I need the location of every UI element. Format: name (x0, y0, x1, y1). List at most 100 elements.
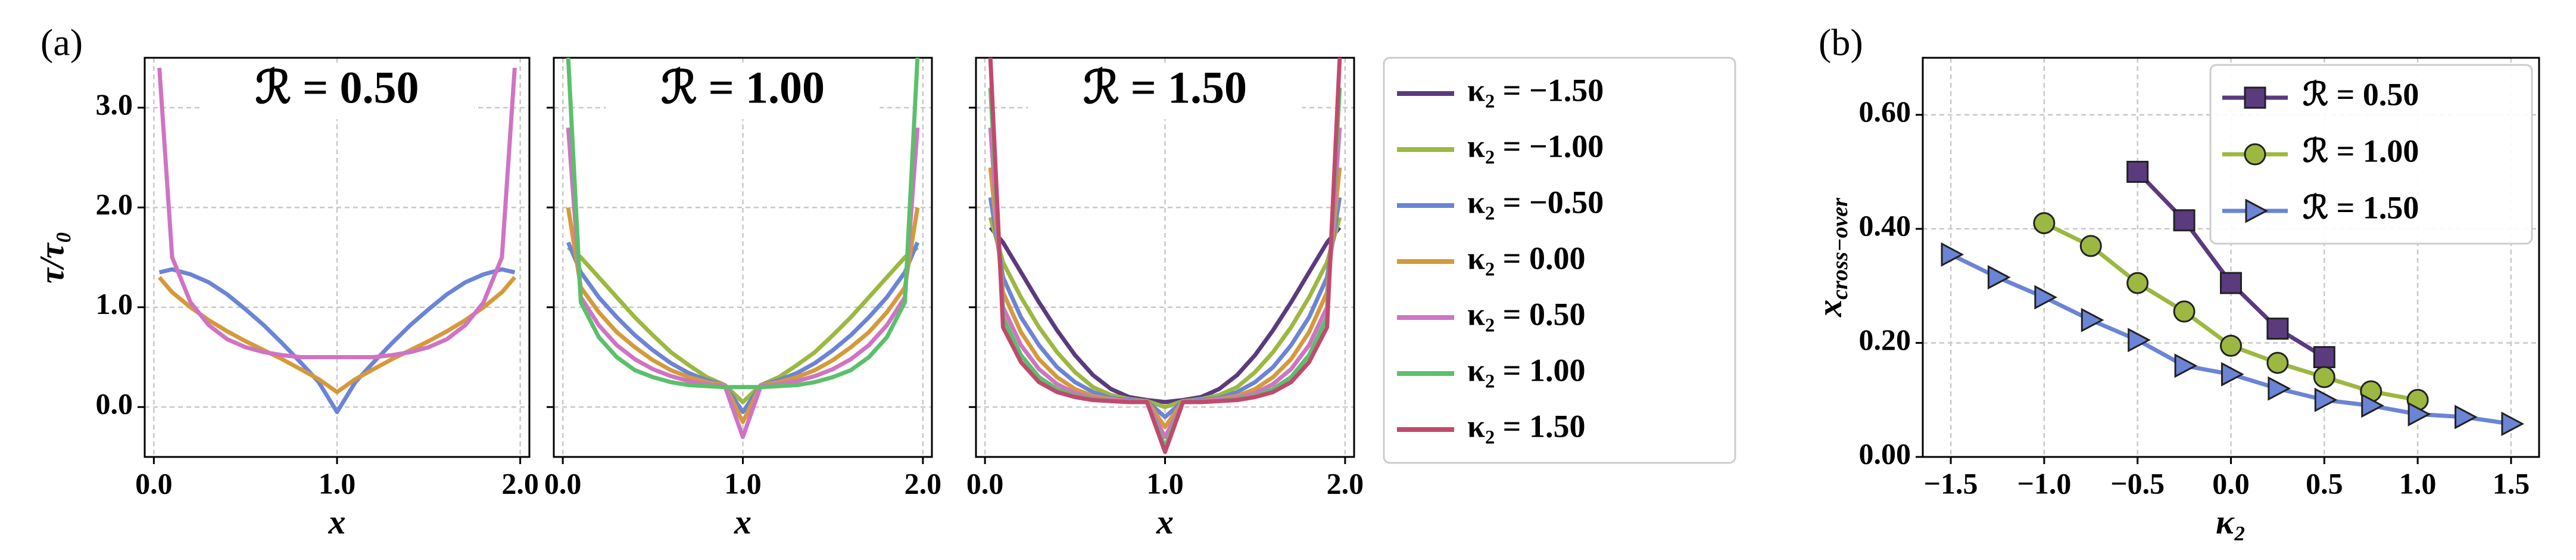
marker-square (2313, 346, 2335, 368)
y-axis-label: τ/τ₀ (32, 231, 71, 284)
marker-circle (2220, 334, 2242, 357)
x-tick-label: 1.0 (1146, 466, 1184, 500)
marker-circle (2126, 272, 2149, 294)
series-line (157, 67, 517, 359)
legend-label: κ₂ = −1.50 (1467, 72, 1604, 108)
marker-circle (2173, 300, 2195, 323)
marker-triangle (2455, 405, 2478, 430)
marker-triangle (2361, 393, 2384, 418)
x-tick-label: −1.0 (2017, 466, 2071, 500)
x-tick-label: 1.0 (319, 466, 356, 500)
x-tick-label: 1.0 (2399, 466, 2437, 500)
panel-label: (a) (40, 21, 83, 64)
marker-square (2220, 272, 2242, 294)
marker-circle (2266, 351, 2289, 374)
y-tick-label: 0.40 (1859, 209, 1911, 242)
panel: 0.00 0.20 0.40 0.60 −1.5 −1.0 −0.5 0.0 0.5 1.0 1.5… (1810, 21, 2540, 541)
legend-marker (2245, 198, 2269, 223)
plot-frame (975, 57, 1355, 458)
x-tick-label: 0.0 (2212, 466, 2250, 500)
panel: 0.0 1.0 2.0 ℛ = 1.50 x κ₂ = −1.50 κ₂ = −1.00 κ₂… (966, 57, 1736, 541)
legend-box (1383, 57, 1736, 464)
y-tick-label: 2.0 (96, 188, 133, 221)
panel: 0.0 1.0 2.0 3.0 0.0 1.0 2.0 ℛ = 0.50 x τ/τ₀ (a) (32, 21, 539, 542)
x-axis-label: x (734, 502, 751, 541)
legend-label: κ₂ = 0.50 (1467, 296, 1585, 332)
legend-marker (2244, 86, 2266, 109)
marker-square (2266, 318, 2289, 340)
marker-triangle (2081, 307, 2104, 332)
x-tick-label: 0.5 (2306, 466, 2343, 500)
y-tick-label: 0.20 (1859, 323, 1911, 356)
plot-frame (144, 57, 531, 458)
x-tick-label: −0.5 (2110, 466, 2165, 500)
marker-triangle (2128, 328, 2151, 353)
series-line (988, 167, 1342, 430)
marker-square (2126, 160, 2149, 183)
series-line (566, 58, 920, 390)
x-axis-label: x (1156, 502, 1174, 541)
marker-triangle (1941, 242, 1964, 267)
series-line (566, 241, 920, 415)
title-backdrop (1028, 66, 1302, 119)
series-line (566, 207, 920, 424)
x-tick-label: 1.0 (724, 466, 762, 500)
y-tick-label: 0.00 (1859, 437, 1911, 470)
y-tick-label: 0.0 (96, 387, 133, 421)
y-tick-label: 3.0 (96, 88, 133, 121)
series-line (158, 267, 516, 415)
series-line (157, 276, 517, 394)
legend-label: ℛ = 1.00 (2303, 133, 2419, 169)
marker-circle (2033, 212, 2056, 235)
y-tick-label: 0.60 (1859, 95, 1911, 128)
legend-label: κ₂ = 1.00 (1467, 352, 1585, 388)
y-axis-label-sub: cross−over (1827, 197, 1853, 300)
series-line (567, 245, 919, 405)
marker-square (2173, 209, 2195, 232)
legend-label: κ₂ = 1.50 (1467, 408, 1585, 444)
panel-title: ℛ = 0.50 (255, 63, 419, 113)
x-tick-label: 0.0 (135, 466, 173, 500)
legend-marker (2244, 143, 2266, 166)
title-backdrop (200, 66, 474, 119)
marker-triangle (1987, 265, 2011, 290)
plot-frame (1922, 57, 2540, 458)
legend-label: ℛ = 1.50 (2303, 189, 2419, 225)
legend-label: κ₂ = −0.50 (1467, 184, 1604, 220)
marker-circle (2313, 366, 2335, 388)
legend-label: ℛ = 0.50 (2303, 76, 2419, 112)
series-line (988, 217, 1342, 409)
marker-triangle (2501, 411, 2525, 436)
panel: 0.0 1.0 2.0 ℛ = 1.00 x (544, 57, 942, 541)
x-tick-label: 0.0 (544, 466, 582, 500)
x-tick-label: 2.0 (1327, 466, 1364, 500)
series-line (988, 197, 1342, 419)
panel-title: ℛ = 1.00 (661, 63, 825, 113)
legend-label: κ₂ = −1.00 (1467, 128, 1604, 164)
marker-triangle (2221, 362, 2244, 387)
panel-label: (b) (1819, 21, 1863, 64)
y-axis-label: xcross−over (1810, 197, 1852, 318)
x-tick-label: 2.0 (905, 466, 942, 500)
x-axis-label: x (328, 502, 346, 541)
series-line (988, 127, 1342, 439)
y-axis-label-main: x (1810, 300, 1849, 318)
y-tick-label: 1.0 (96, 287, 133, 321)
x-axis-label: κ₂ (2216, 502, 2246, 541)
legend-label: κ₂ = 0.00 (1467, 240, 1585, 276)
marker-triangle (2174, 353, 2198, 378)
marker-triangle (2034, 285, 2058, 310)
marker-circle (2079, 235, 2102, 257)
series-line (988, 58, 1342, 455)
panel-title: ℛ = 1.50 (1083, 63, 1247, 113)
x-tick-label: 0.0 (966, 466, 1004, 500)
series-line (566, 127, 920, 439)
series-line (988, 226, 1342, 405)
marker-triangle (2407, 402, 2431, 427)
x-tick-label: −1.5 (1924, 466, 1978, 500)
x-tick-label: 1.5 (2493, 466, 2530, 500)
plot-frame (553, 57, 933, 458)
x-tick-label: 2.0 (501, 466, 539, 500)
marker-triangle (2268, 376, 2291, 401)
